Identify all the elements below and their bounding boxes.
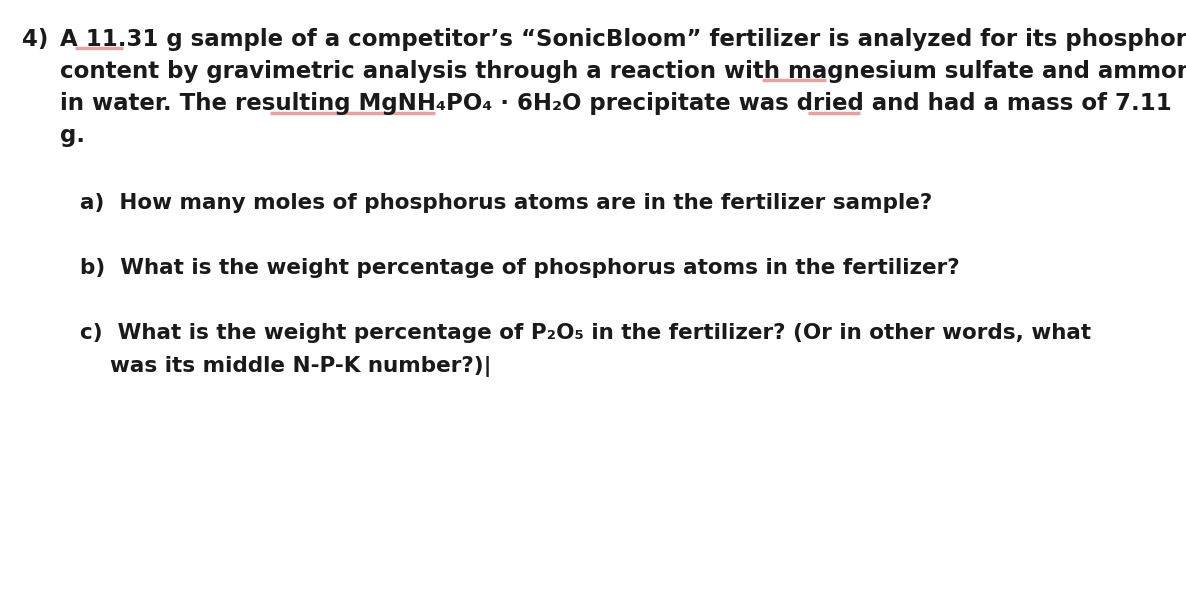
Text: a)  How many moles of phosphorus atoms are in the fertilizer sample?: a) How many moles of phosphorus atoms ar…	[79, 193, 932, 213]
Text: 4): 4)	[23, 28, 49, 51]
Text: was its middle N-P-K number?)|: was its middle N-P-K number?)|	[110, 356, 491, 377]
Text: c)  What is the weight percentage of P₂O₅ in the fertilizer? (Or in other words,: c) What is the weight percentage of P₂O₅…	[79, 323, 1091, 343]
Text: A 11.31 g sample of a competitor’s “SonicBloom” fertilizer is analyzed for its p: A 11.31 g sample of a competitor’s “Soni…	[60, 28, 1186, 51]
Text: b)  What is the weight percentage of phosphorus atoms in the fertilizer?: b) What is the weight percentage of phos…	[79, 258, 959, 278]
Text: g.: g.	[60, 124, 85, 147]
Text: content by gravimetric analysis through a reaction with magnesium sulfate and am: content by gravimetric analysis through …	[60, 60, 1186, 83]
Text: in water. The resulting MgNH₄PO₄ · 6H₂O precipitate was dried and had a mass of : in water. The resulting MgNH₄PO₄ · 6H₂O …	[60, 92, 1172, 115]
